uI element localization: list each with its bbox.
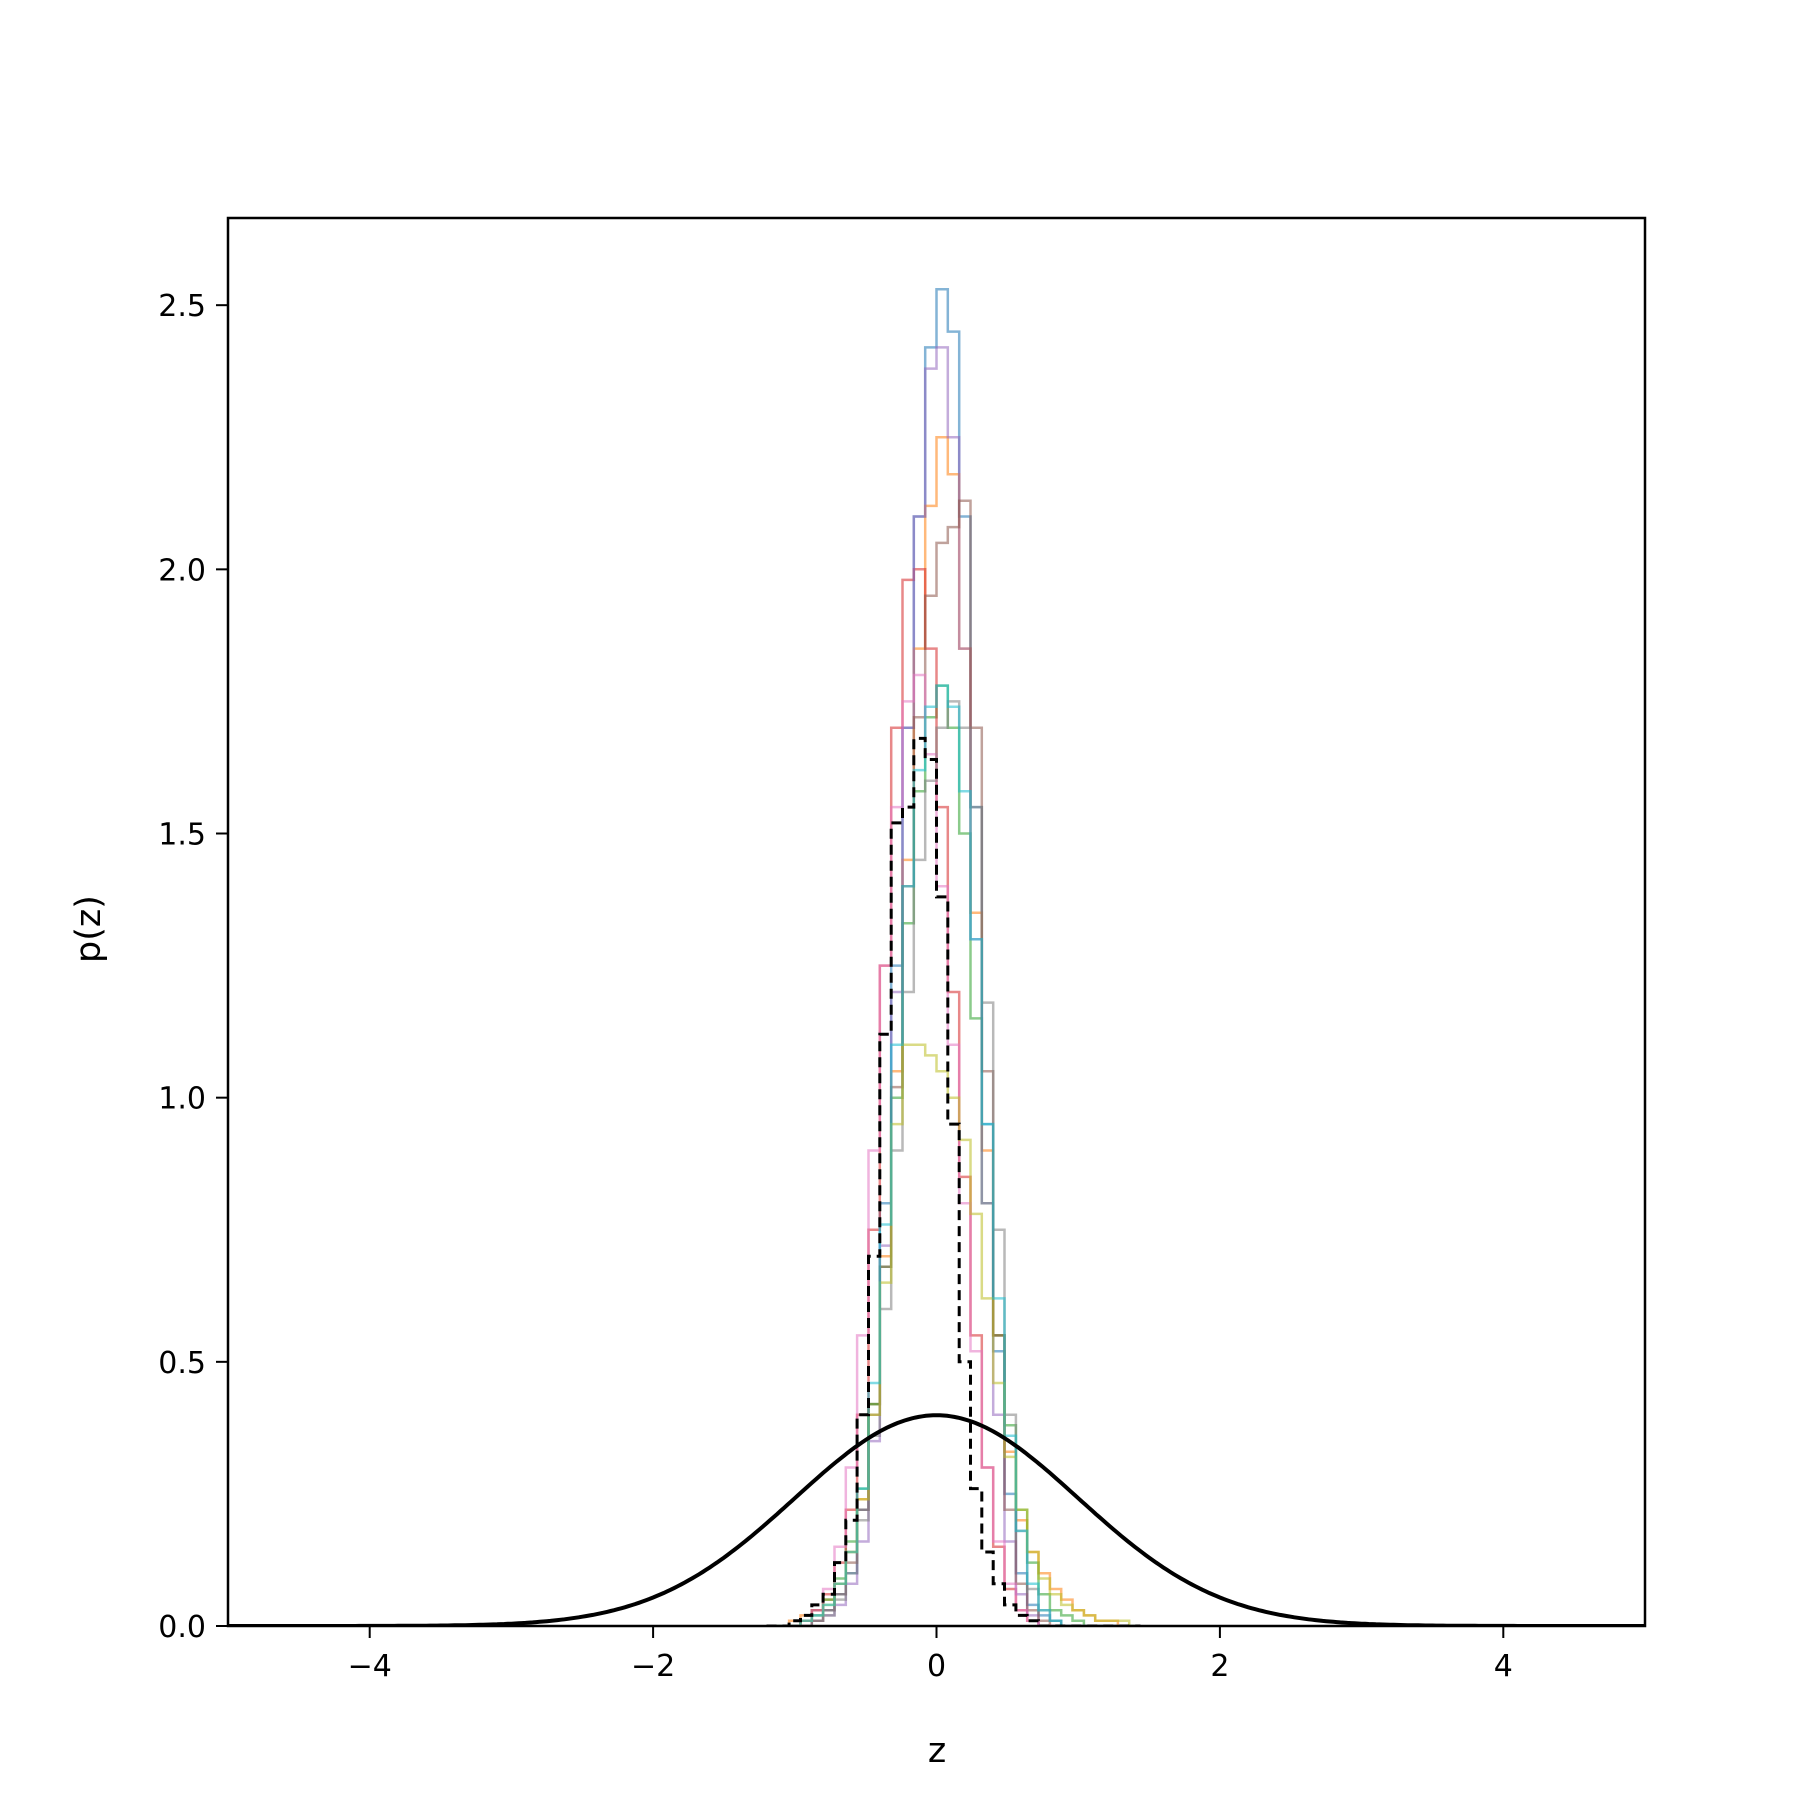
y-tick-label: 0.5 xyxy=(158,1346,206,1381)
x-tick-label: −2 xyxy=(631,1649,675,1684)
y-tick-label: 2.5 xyxy=(158,289,206,324)
x-tick-label: 0 xyxy=(927,1649,946,1684)
mean-histogram-dashed xyxy=(766,736,1141,1626)
x-tick-label: −4 xyxy=(348,1649,392,1684)
y-tick-label: 0.0 xyxy=(158,1610,206,1645)
y-tick-label: 1.0 xyxy=(158,1082,206,1117)
x-tick-label: 4 xyxy=(1494,1649,1513,1684)
x-tick-label: 2 xyxy=(1210,1649,1229,1684)
x-axis-label: z xyxy=(928,1731,946,1771)
axes: −4 −2 0 2 4 0.0 0.5 1.0 1.5 2.0 2.5 xyxy=(158,216,1647,1684)
y-tick-label: 1.5 xyxy=(158,818,206,853)
y-axis-label: p(z) xyxy=(69,895,109,963)
y-tick-label: 2.0 xyxy=(158,553,206,588)
histogram-series-6 xyxy=(766,499,1141,1626)
